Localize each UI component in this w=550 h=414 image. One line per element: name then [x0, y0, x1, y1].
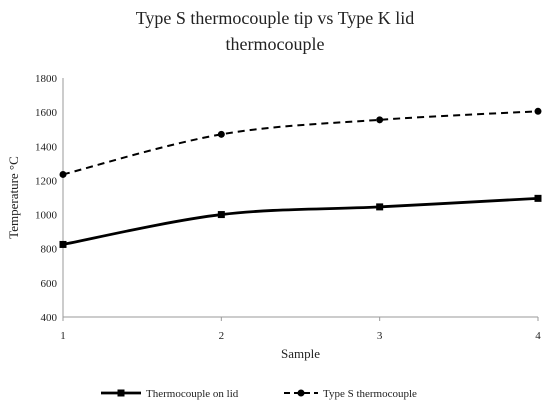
y-tick-label: 1600 [35, 107, 58, 119]
legend-label: Thermocouple on lid [146, 388, 239, 400]
data-point [217, 211, 225, 219]
series-line [62, 196, 539, 246]
data-point [376, 116, 384, 124]
series-1 [59, 107, 542, 178]
y-tick-label: 1400 [35, 141, 58, 153]
x-tick-label: 4 [535, 330, 541, 342]
y-tick-label: 1800 [35, 73, 58, 85]
data-point [534, 194, 542, 202]
y-tick-label: 1200 [35, 175, 58, 187]
data-point [534, 107, 542, 115]
series-layer [59, 107, 542, 248]
legend-label: Type S thermocouple [323, 388, 417, 400]
chart-title-line: thermocouple [226, 34, 325, 54]
y-tick-label: 800 [41, 244, 58, 256]
legend-marker [117, 389, 125, 397]
y-tick-label: 400 [41, 312, 58, 324]
chart-title: Type S thermocouple tip vs Type K lid the… [136, 8, 415, 54]
data-point [59, 240, 67, 248]
series-line [62, 110, 539, 176]
data-point [59, 170, 67, 178]
data-point [217, 130, 225, 138]
axes: 400 600 800 1000 1200 1400 1600 1800 1 2 3 4 Sample T… [6, 73, 541, 361]
x-tick-label: 3 [377, 330, 383, 342]
y-axis-title: Temperature °C [6, 156, 21, 239]
legend: Thermocouple on lid Type S thermocouple [101, 388, 417, 400]
y-tick-label: 1000 [35, 210, 58, 222]
x-axis-title: Sample [281, 346, 320, 361]
legend-entry: Thermocouple on lid [101, 388, 239, 400]
y-tick-label: 600 [41, 278, 58, 290]
legend-marker [297, 389, 305, 397]
chart-title-line: Type S thermocouple tip vs Type K lid [136, 8, 415, 28]
data-point [376, 203, 384, 211]
x-tick-label: 2 [219, 330, 225, 342]
x-tick-label: 1 [60, 330, 66, 342]
series-0 [59, 194, 542, 248]
legend-entry: Type S thermocouple [284, 388, 417, 400]
